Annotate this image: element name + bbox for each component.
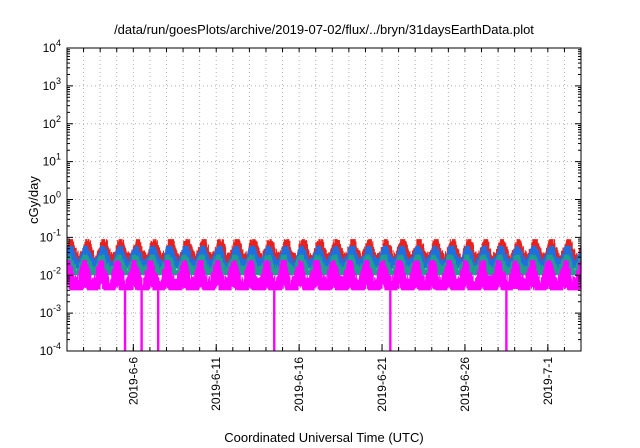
dropout-spike bbox=[505, 290, 508, 351]
y-axis: 10-4 10-3 10-2 10-1 100 101 102 103 104 bbox=[40, 38, 581, 358]
y-tick-label: 100 bbox=[43, 190, 61, 207]
x-axis: 2019-6-6 2019-6-11 2019-6-16 2019-6-21 2019-… bbox=[83, 48, 565, 412]
x-tick-label: 2019-6-21 bbox=[375, 357, 389, 412]
x-tick-label: 2019-6-16 bbox=[292, 357, 306, 412]
y-tick-label: 104 bbox=[43, 38, 61, 55]
x-tick-label: 2019-7-1 bbox=[541, 357, 555, 405]
y-tick-label: 10-2 bbox=[40, 265, 61, 282]
dropout-spike bbox=[389, 290, 392, 351]
x-tick-label: 2019-6-11 bbox=[209, 357, 223, 411]
dropout-spike bbox=[140, 290, 143, 351]
x-tick-label: 2019-6-6 bbox=[126, 357, 140, 405]
y-tick-label: 10-4 bbox=[40, 341, 61, 358]
x-axis-label: Coordinated Universal Time (UTC) bbox=[224, 430, 423, 445]
dropout-spike bbox=[156, 290, 160, 351]
y-axis-label: cGy/day bbox=[26, 176, 41, 224]
y-tick-label: 10-1 bbox=[40, 227, 61, 244]
dropout-layer bbox=[123, 290, 508, 351]
dropout-spike bbox=[123, 290, 127, 351]
dropout-spike bbox=[273, 290, 276, 351]
x-tick-label: 2019-6-26 bbox=[458, 357, 472, 412]
series-layer bbox=[66, 239, 582, 291]
y-tick-label: 103 bbox=[43, 76, 61, 93]
y-tick-label: 102 bbox=[43, 114, 61, 131]
grid bbox=[67, 48, 581, 351]
chart-title: /data/run/goesPlots/archive/2019-07-02/f… bbox=[114, 22, 534, 37]
y-tick-label: 101 bbox=[43, 152, 61, 169]
y-tick-label: 10-3 bbox=[40, 303, 61, 320]
